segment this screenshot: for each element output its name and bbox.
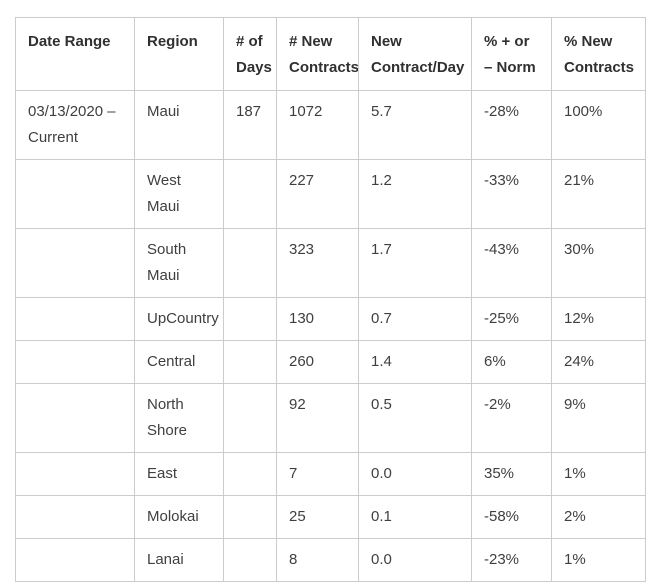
column-header-0: Date Range: [15, 17, 135, 91]
table-cell: -58%: [471, 495, 552, 539]
table-row: Central 260 1.4 6% 24%: [15, 340, 646, 384]
table-cell: [223, 538, 277, 582]
table-cell: 92: [276, 383, 359, 453]
table-cell: 187: [223, 90, 277, 160]
table-cell: [223, 159, 277, 229]
column-header-2: # of Days: [223, 17, 277, 91]
contracts-table: Date Range Region # of Days # New Contracts…: [15, 17, 646, 582]
table-cell: 323: [276, 228, 359, 298]
table-cell: 5.7: [358, 90, 472, 160]
table-cell: -23%: [471, 538, 552, 582]
table-cell: 6%: [471, 340, 552, 384]
table-cell: 0.1: [358, 495, 472, 539]
table-cell: 1%: [551, 452, 646, 496]
table-cell: 260: [276, 340, 359, 384]
column-header-4: New Contract/Day: [358, 17, 472, 91]
table-cell: [223, 383, 277, 453]
table-cell: UpCountry: [134, 297, 224, 341]
table-cell: 0.0: [358, 538, 472, 582]
table-cell: -25%: [471, 297, 552, 341]
table-cell: South Maui: [134, 228, 224, 298]
table-cell: [223, 452, 277, 496]
table-cell: 1.7: [358, 228, 472, 298]
table-cell: -2%: [471, 383, 552, 453]
table-cell: 12%: [551, 297, 646, 341]
table-cell: Molokai: [134, 495, 224, 539]
table-cell: [15, 297, 135, 341]
table-cell: 0.7: [358, 297, 472, 341]
table-cell: [223, 297, 277, 341]
table-cell: -43%: [471, 228, 552, 298]
table-cell: [223, 228, 277, 298]
table-cell: 24%: [551, 340, 646, 384]
table-row: East 7 0.0 35% 1%: [15, 452, 646, 496]
table-cell: [15, 452, 135, 496]
column-header-1: Region: [134, 17, 224, 91]
table-cell: 1%: [551, 538, 646, 582]
table-cell: [15, 383, 135, 453]
table-cell: [15, 495, 135, 539]
table-cell: 9%: [551, 383, 646, 453]
table-row: West Maui 227 1.2 -33% 21%: [15, 159, 646, 229]
table-cell: 21%: [551, 159, 646, 229]
column-header-5: % + or – Norm: [471, 17, 552, 91]
table-cell: 30%: [551, 228, 646, 298]
table-cell: 7: [276, 452, 359, 496]
table-cell: 1.4: [358, 340, 472, 384]
table-cell: [15, 538, 135, 582]
table-cell: 03/13/2020 – Current: [15, 90, 135, 160]
table-cell: North Shore: [134, 383, 224, 453]
table-cell: 2%: [551, 495, 646, 539]
table-cell: [15, 340, 135, 384]
table-cell: Lanai: [134, 538, 224, 582]
header-row: Date Range Region # of Days # New Contracts…: [15, 17, 646, 91]
table-cell: 0.5: [358, 383, 472, 453]
table-cell: 25: [276, 495, 359, 539]
table-cell: 1072: [276, 90, 359, 160]
table-cell: Maui: [134, 90, 224, 160]
table-cell: -28%: [471, 90, 552, 160]
table-header: Date Range Region # of Days # New Contracts…: [15, 17, 646, 91]
table-row: Lanai 8 0.0 -23% 1%: [15, 538, 646, 582]
table-row: South Maui 323 1.7 -43% 30%: [15, 228, 646, 298]
table-cell: 100%: [551, 90, 646, 160]
table-cell: [223, 495, 277, 539]
column-header-6: % New Contracts: [551, 17, 646, 91]
table-cell: -33%: [471, 159, 552, 229]
table-row: Molokai 25 0.1 -58% 2%: [15, 495, 646, 539]
table-cell: 35%: [471, 452, 552, 496]
table-row: UpCountry 130 0.7 -25% 12%: [15, 297, 646, 341]
table-cell: 0.0: [358, 452, 472, 496]
column-header-3: # New Contracts: [276, 17, 359, 91]
table-cell: [15, 228, 135, 298]
table-cell: 1.2: [358, 159, 472, 229]
table-row: North Shore 92 0.5 -2% 9%: [15, 383, 646, 453]
table-cell: West Maui: [134, 159, 224, 229]
table-cell: 227: [276, 159, 359, 229]
table-cell: East: [134, 452, 224, 496]
table-cell: [15, 159, 135, 229]
table-cell: [223, 340, 277, 384]
table-cell: 130: [276, 297, 359, 341]
table-cell: 8: [276, 538, 359, 582]
table-cell: Central: [134, 340, 224, 384]
table-row: 03/13/2020 – Current Maui 187 1072 5.7 -28% 10…: [15, 90, 646, 160]
table-body: 03/13/2020 – Current Maui 187 1072 5.7 -28% 10…: [15, 90, 646, 582]
